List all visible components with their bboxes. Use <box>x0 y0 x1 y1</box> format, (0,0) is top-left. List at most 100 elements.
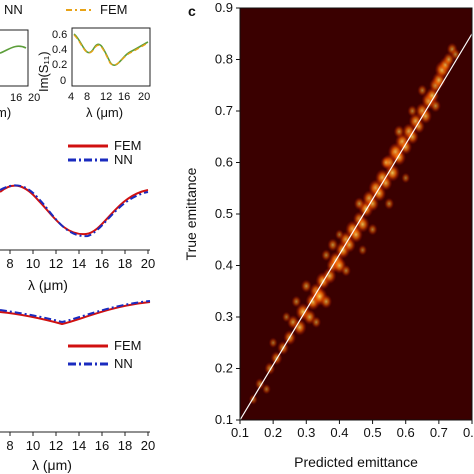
x-tick-label: 18 <box>118 256 132 271</box>
panel-letter: c <box>188 3 196 19</box>
density-cell <box>281 311 291 323</box>
density-cell <box>401 172 411 184</box>
y-tick-label: 0.4 <box>215 258 233 273</box>
density-cell <box>292 318 307 336</box>
inset-b-xtick: 16 <box>118 91 130 103</box>
density-cell <box>300 279 312 293</box>
inset-b-xtick: 4 <box>68 91 74 103</box>
density-cell <box>320 294 333 309</box>
density-cell <box>367 223 378 236</box>
x-tick-label: 0.3 <box>297 425 315 440</box>
density-cell <box>384 197 395 210</box>
x-tick-label: 10 <box>26 256 40 271</box>
density-cell <box>417 84 428 97</box>
legend-fem-label: FEM <box>114 338 141 353</box>
inset-b-xtick: 12 <box>100 91 112 103</box>
density-cell <box>358 244 368 256</box>
y-tick-label: 0.8 <box>215 52 233 67</box>
x-tick-label: 18 <box>118 438 132 453</box>
y-tick-label: 0.7 <box>215 103 233 118</box>
fem-curve <box>0 301 151 326</box>
inset-b-ytick: 0.6 <box>52 29 67 41</box>
density-cell <box>430 99 442 113</box>
inset-a-xtick: 20 <box>28 92 40 104</box>
x-tick-label: 0.4 <box>330 425 348 440</box>
legend-nn-label: NN <box>114 152 133 167</box>
x-tick-label: 8 <box>6 438 13 453</box>
x-tick-label: 16 <box>95 438 109 453</box>
x-ticks: 0.1 0.2 0.3 0.4 0.5 0.6 0.7 0.8 <box>231 420 474 440</box>
y-tick-label: 0.5 <box>215 206 233 221</box>
inset-a-xtick: 16 <box>10 92 22 104</box>
density-cell <box>355 215 370 233</box>
inset-b-xtick: 8 <box>84 91 90 103</box>
legend-fem-label: FEM <box>114 138 141 153</box>
legend-fem-label: FEM <box>100 2 127 17</box>
x-axis-label: Predicted emittance <box>294 454 418 470</box>
density-cell <box>393 125 405 139</box>
nn-curve <box>0 300 151 324</box>
x-axis-label: λ (μm) <box>28 277 68 293</box>
inset-b-fem-curve <box>73 34 149 66</box>
inset-a-xlabel: m) <box>0 105 11 120</box>
inset-b-xtick: 20 <box>138 91 150 103</box>
inset-b-ytick: 0.2 <box>52 59 67 71</box>
density-cell <box>405 128 419 145</box>
bottom-left-panel: FEM NN 8 10 12 14 16 18 20 λ (μm) <box>0 300 155 473</box>
x-tick-label: 0.7 <box>430 425 448 440</box>
density-cell <box>291 295 302 308</box>
x-tick-label: 8 <box>6 256 13 271</box>
legend-nn-label: NN <box>114 356 133 371</box>
density-cell <box>412 119 425 134</box>
inset-b-ylabel: Im(S₁₁) <box>36 51 51 92</box>
inset-a-frame <box>0 29 29 87</box>
y-ticks: 0.1 0.2 0.3 0.4 0.5 0.6 0.7 0.8 0.9 <box>215 0 240 427</box>
x-tick-label: 0.5 <box>364 425 382 440</box>
inset-b-ytick: 0.4 <box>52 44 67 56</box>
x-ticks: 8 10 12 14 16 18 20 <box>6 250 155 271</box>
y-tick-label: 0.9 <box>215 0 233 15</box>
heatmap-panel: 0.1 0.2 0.3 0.4 0.5 0.6 0.7 0.8 0.1 0.2 0.3 0.4 0.5… <box>183 0 474 470</box>
nn-curve <box>0 184 149 238</box>
y-tick-label: 0.1 <box>215 412 233 427</box>
x-tick-label: 0.8 <box>463 425 474 440</box>
density-cell <box>353 197 365 211</box>
identity-line <box>239 33 473 421</box>
density-cell <box>419 108 433 124</box>
top-left-panels: 16 20 m) NN FEM 0.6 0.4 0.2 0 Im(S₁₁) 4 … <box>0 2 151 120</box>
density-cell <box>384 163 400 182</box>
density-cell <box>327 238 339 252</box>
density-cell <box>268 337 278 349</box>
x-tick-label: 20 <box>141 256 155 271</box>
inset-b-ytick: 0 <box>60 75 66 87</box>
x-tick-label: 12 <box>49 438 63 453</box>
x-tick-label: 16 <box>95 256 109 271</box>
x-axis-label: λ (μm) <box>32 457 72 473</box>
inset-b-xlabel: λ (μm) <box>86 105 123 120</box>
x-tick-label: 20 <box>141 438 155 453</box>
y-tick-label: 0.3 <box>215 309 233 324</box>
fem-curve <box>0 184 149 236</box>
x-tick-label: 12 <box>49 256 63 271</box>
heatmap-density <box>248 42 461 405</box>
x-tick-label: 0.2 <box>264 425 282 440</box>
density-cell <box>407 105 418 117</box>
density-cell <box>380 155 392 170</box>
legend-nn-label: NN <box>4 2 23 17</box>
middle-left-panel: FEM NN 8 10 12 14 16 18 20 λ (μm) <box>0 138 155 293</box>
x-tick-label: 14 <box>72 438 86 453</box>
x-tick-label: 0.1 <box>231 425 249 440</box>
x-tick-label: 0.6 <box>397 425 415 440</box>
inset-b-frame <box>71 27 151 87</box>
y-axis-label: True emittance <box>183 167 199 260</box>
y-tick-label: 0.6 <box>215 155 233 170</box>
x-tick-label: 14 <box>72 256 86 271</box>
inset-a-curve <box>0 45 27 54</box>
density-cell <box>334 229 344 241</box>
y-tick-label: 0.2 <box>215 361 233 376</box>
x-tick-label: 10 <box>26 438 40 453</box>
x-ticks: 8 10 12 14 16 18 20 <box>6 432 155 453</box>
density-cell <box>254 377 265 390</box>
density-cell <box>341 264 352 277</box>
